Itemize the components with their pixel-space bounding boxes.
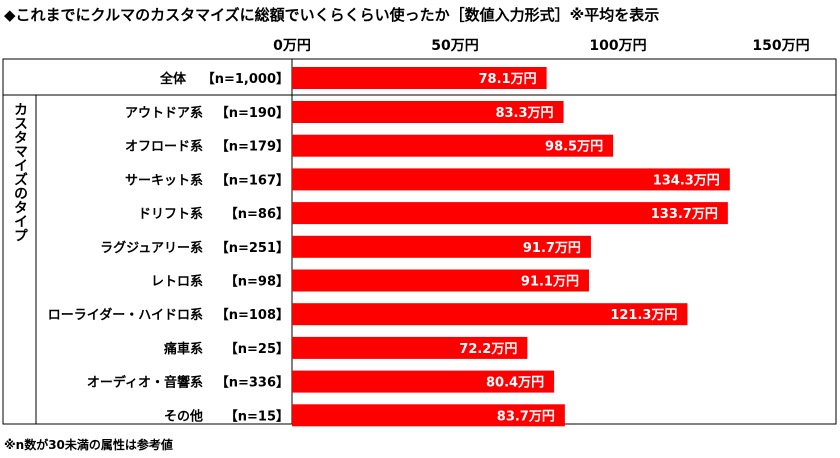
x-tick-label: 0万円 — [273, 38, 311, 54]
category-value-label: 72.2万円 — [459, 342, 517, 357]
category-labels: 全体 【n=1,000】アウトドア系 【n=190】オフロード系 【n=179】サーキ… — [48, 71, 289, 424]
category-name-label: サーキット系 — [125, 172, 203, 188]
category-n-label: 【n=179】 — [216, 139, 289, 155]
category-bar — [292, 404, 565, 427]
overall-n-label: 【n=1,000】 — [202, 71, 289, 87]
chart-title: ◆これまでにクルマのカスタマイズに総額でいくらくらい使ったか［数値入力形式］※平… — [4, 6, 660, 24]
category-value-label: 91.1万円 — [521, 275, 579, 290]
category-value-label: 134.3万円 — [653, 173, 720, 188]
category-name-label: アウトドア系 — [125, 105, 203, 121]
category-n-label: 【n=336】 — [216, 375, 289, 391]
category-bar — [292, 101, 564, 123]
group-label-frame — [2, 94, 37, 425]
category-n-label: 【n=15】 — [225, 408, 289, 424]
overall-name-label: 全体 — [159, 71, 187, 87]
category-bar — [292, 168, 730, 191]
category-n-label: 【n=108】 — [216, 307, 289, 323]
category-value-label: 83.3万円 — [495, 106, 553, 121]
category-name-label: レトロ系 — [151, 274, 203, 290]
category-n-label: 【n=190】 — [216, 105, 289, 121]
category-n-label: 【n=251】 — [216, 240, 289, 256]
category-n-label: 【n=86】 — [225, 206, 289, 222]
category-name-label: ローライダー・ハイドロ系 — [48, 307, 203, 323]
x-tick-label: 150万円 — [752, 38, 809, 54]
category-value-label: 133.7万円 — [651, 207, 718, 222]
category-bar — [292, 336, 528, 359]
category-value-label: 91.7万円 — [523, 241, 581, 256]
category-bar — [292, 235, 591, 258]
category-value-label: 80.4万円 — [486, 376, 544, 391]
footnote: ※n数が30未満の属性は参考値 — [4, 438, 173, 452]
x-tick-label: 100万円 — [589, 38, 646, 54]
category-name-label: ラグジュアリー系 — [100, 240, 203, 256]
x-tick-label: 50万円 — [431, 38, 478, 54]
category-value-label: 121.3万円 — [610, 308, 677, 323]
category-n-label: 【n=25】 — [225, 341, 289, 357]
group-label-box: カスタマイズのタイプ — [2, 94, 37, 425]
category-name-label: その他 — [164, 408, 203, 424]
category-bar — [292, 134, 614, 157]
category-name-label: ドリフト系 — [138, 206, 203, 222]
category-bar — [292, 370, 555, 393]
bars: 78.1万円 83.3万円 98.5万円 134.3万円 133.7万円 91.7万円 91… — [292, 67, 730, 427]
category-name-label: オーディオ・音響系 — [87, 375, 203, 391]
overall-value-label: 78.1万円 — [479, 72, 537, 87]
group-label: カスタマイズのタイプ — [12, 102, 28, 242]
overall-bar — [292, 67, 547, 89]
category-value-label: 83.7万円 — [497, 409, 555, 424]
category-n-label: 【n=98】 — [225, 274, 289, 290]
category-bar — [292, 202, 728, 225]
category-value-label: 98.5万円 — [545, 140, 603, 155]
category-name-label: 痛車系 — [163, 341, 203, 357]
category-bar — [292, 269, 589, 292]
x-axis-ticks: 0万円 50万円 100万円 150万円 — [273, 38, 809, 54]
category-name-label: オフロード系 — [125, 139, 203, 155]
category-bar — [292, 303, 688, 326]
category-n-label: 【n=167】 — [216, 172, 289, 188]
